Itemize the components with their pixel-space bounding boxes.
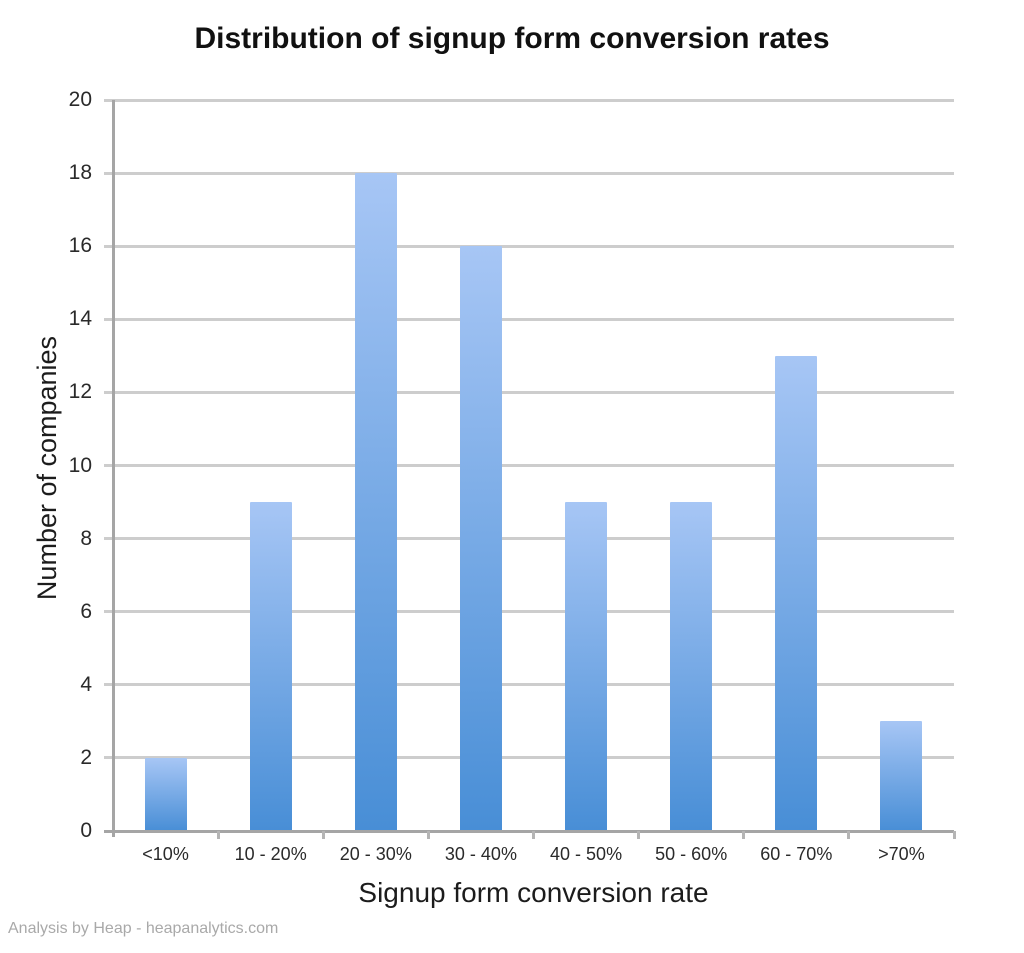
gridline (104, 171, 954, 175)
gridline (104, 98, 954, 102)
gridline (104, 537, 954, 541)
chart-title: Distribution of signup form conversion r… (194, 22, 830, 55)
x-tick-label: 40 - 50% (550, 844, 623, 864)
gridline (104, 683, 954, 687)
x-tick-label: 50 - 60% (655, 844, 728, 864)
bar-60 - 70% (775, 355, 818, 831)
x-axis-tick (321, 831, 325, 839)
x-tick-label: >70% (878, 844, 925, 864)
x-axis-title: Signup form conversion rate (358, 877, 709, 908)
bar-10 - 20% (249, 502, 292, 831)
y-tick-label: 6 (80, 599, 92, 623)
x-axis-tick (426, 831, 430, 839)
plot-area (104, 98, 956, 839)
y-tick-label: 12 (68, 380, 92, 404)
bar-<10% (144, 757, 187, 831)
bar-50 - 60% (670, 502, 713, 831)
y-tick-label: 16 (68, 234, 92, 258)
x-axis-tick (216, 831, 220, 839)
y-tick-label: 8 (80, 526, 92, 550)
y-tick-label: 2 (80, 745, 92, 769)
footer-credit: Analysis by Heap - heapanalytics.com (8, 920, 279, 937)
y-tick-label: 20 (68, 88, 92, 111)
y-tick-label: 10 (68, 453, 92, 477)
y-tick-label: 0 (80, 819, 92, 842)
x-axis-tick-labels: <10% 10 - 20% 20 - 30% 30 - 40% 40 - 50% 50 -… (113, 844, 954, 870)
bar->70% (880, 721, 923, 831)
x-tick-label: 20 - 30% (339, 844, 412, 864)
gridline (104, 464, 954, 467)
gridline (104, 610, 954, 614)
y-tick-label: 18 (68, 161, 92, 185)
bar-40 - 50% (565, 502, 608, 831)
gridline (104, 244, 954, 248)
x-tick-label: <10% (142, 844, 189, 864)
x-tick-label: 30 - 40% (444, 844, 517, 864)
x-axis-line (104, 830, 954, 833)
gridline (104, 390, 954, 394)
y-tick-label: 14 (68, 307, 92, 331)
bar-30 - 40% (459, 246, 502, 831)
x-axis-tick (847, 831, 851, 839)
gridline (104, 756, 954, 760)
y-tick-label: 4 (80, 672, 92, 696)
x-axis-tick (742, 831, 746, 839)
y-axis-tick-labels: 0 2 4 6 8 10 12 14 16 18 20 (0, 88, 100, 842)
x-tick-label: 60 - 70% (760, 844, 833, 864)
gridline (104, 317, 954, 321)
bar-20 - 30% (354, 173, 397, 831)
x-axis-tick (952, 831, 956, 839)
x-tick-label: 10 - 20% (234, 844, 307, 864)
x-axis-tick (637, 831, 641, 839)
y-axis-line (112, 100, 115, 837)
x-axis-tick (532, 831, 535, 839)
